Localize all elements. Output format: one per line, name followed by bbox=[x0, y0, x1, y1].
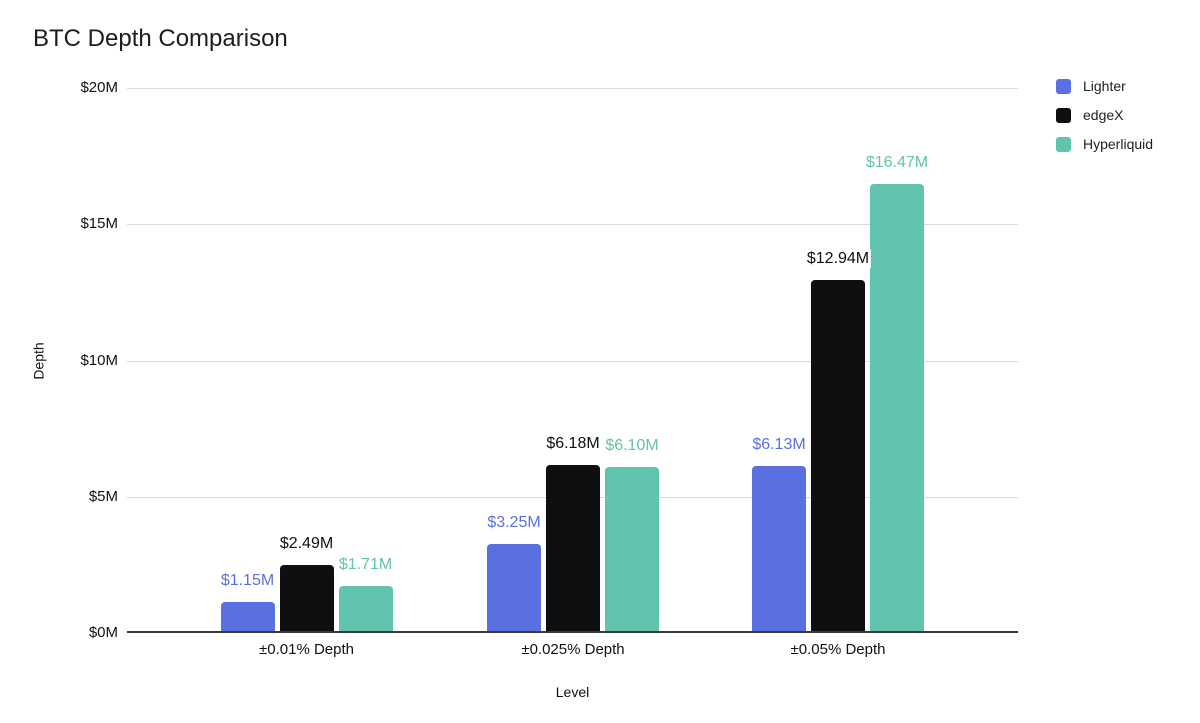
legend-item-lighter: Lighter bbox=[1056, 78, 1153, 94]
value-label-lighter-1: $3.25M bbox=[485, 513, 543, 533]
legend: Lighter edgeX Hyperliquid bbox=[1056, 78, 1153, 152]
chart-title: BTC Depth Comparison bbox=[33, 25, 288, 52]
legend-label: Lighter bbox=[1083, 78, 1126, 94]
gridline bbox=[127, 360, 1018, 362]
legend-label: edgeX bbox=[1083, 107, 1124, 123]
legend-item-hyperliquid: Hyperliquid bbox=[1056, 136, 1153, 152]
gridline bbox=[127, 88, 1018, 89]
y-tick-label: $0M bbox=[88, 624, 118, 641]
y-tick-label: $10M bbox=[80, 351, 118, 369]
value-label-edgex-2: $12.94M bbox=[804, 249, 872, 269]
bar-lighter-2 bbox=[752, 465, 806, 633]
legend-swatch-icon bbox=[1056, 136, 1071, 152]
y-tick-label: $20M bbox=[80, 79, 118, 96]
bar-lighter-1 bbox=[487, 544, 541, 633]
bar-hyperliquid-1 bbox=[605, 466, 659, 633]
x-category-label: ±0.01% Depth bbox=[259, 641, 354, 658]
legend-item-edgex: edgeX bbox=[1056, 107, 1153, 123]
bar-lighter-0 bbox=[220, 601, 275, 633]
legend-label: Hyperliquid bbox=[1083, 136, 1154, 152]
plot-area: $1.15M $2.49M $1.71M $3.25M $6.18M $6.10M $6.1… bbox=[127, 88, 1018, 633]
value-label-edgex-1: $6.18M bbox=[544, 433, 602, 453]
value-label-lighter-2: $6.13M bbox=[750, 434, 808, 454]
value-label-edgex-0: $2.49M bbox=[277, 534, 336, 554]
value-label-hyperliquid-1: $6.10M bbox=[603, 435, 661, 455]
bar-hyperliquid-0 bbox=[338, 586, 393, 633]
x-axis-line bbox=[127, 631, 1018, 633]
x-axis-title: Level bbox=[555, 684, 590, 700]
y-tick-label: $15M bbox=[80, 215, 118, 233]
value-label-lighter-0: $1.15M bbox=[218, 570, 277, 590]
bar-edgex-1 bbox=[546, 464, 600, 633]
bar-edgex-2 bbox=[811, 280, 865, 633]
x-category-label: ±0.025% Depth bbox=[521, 641, 625, 658]
gridline bbox=[127, 224, 1018, 226]
bar-hyperliquid-2 bbox=[870, 184, 924, 633]
y-tick-label: $5M bbox=[88, 487, 118, 505]
value-label-hyperliquid-2: $16.47M bbox=[863, 153, 931, 173]
value-label-hyperliquid-0: $1.71M bbox=[336, 555, 395, 575]
legend-swatch-icon bbox=[1056, 107, 1071, 123]
bar-edgex-0 bbox=[279, 565, 334, 633]
legend-swatch-icon bbox=[1056, 78, 1071, 94]
x-category-label: ±0.05% Depth bbox=[790, 641, 886, 658]
